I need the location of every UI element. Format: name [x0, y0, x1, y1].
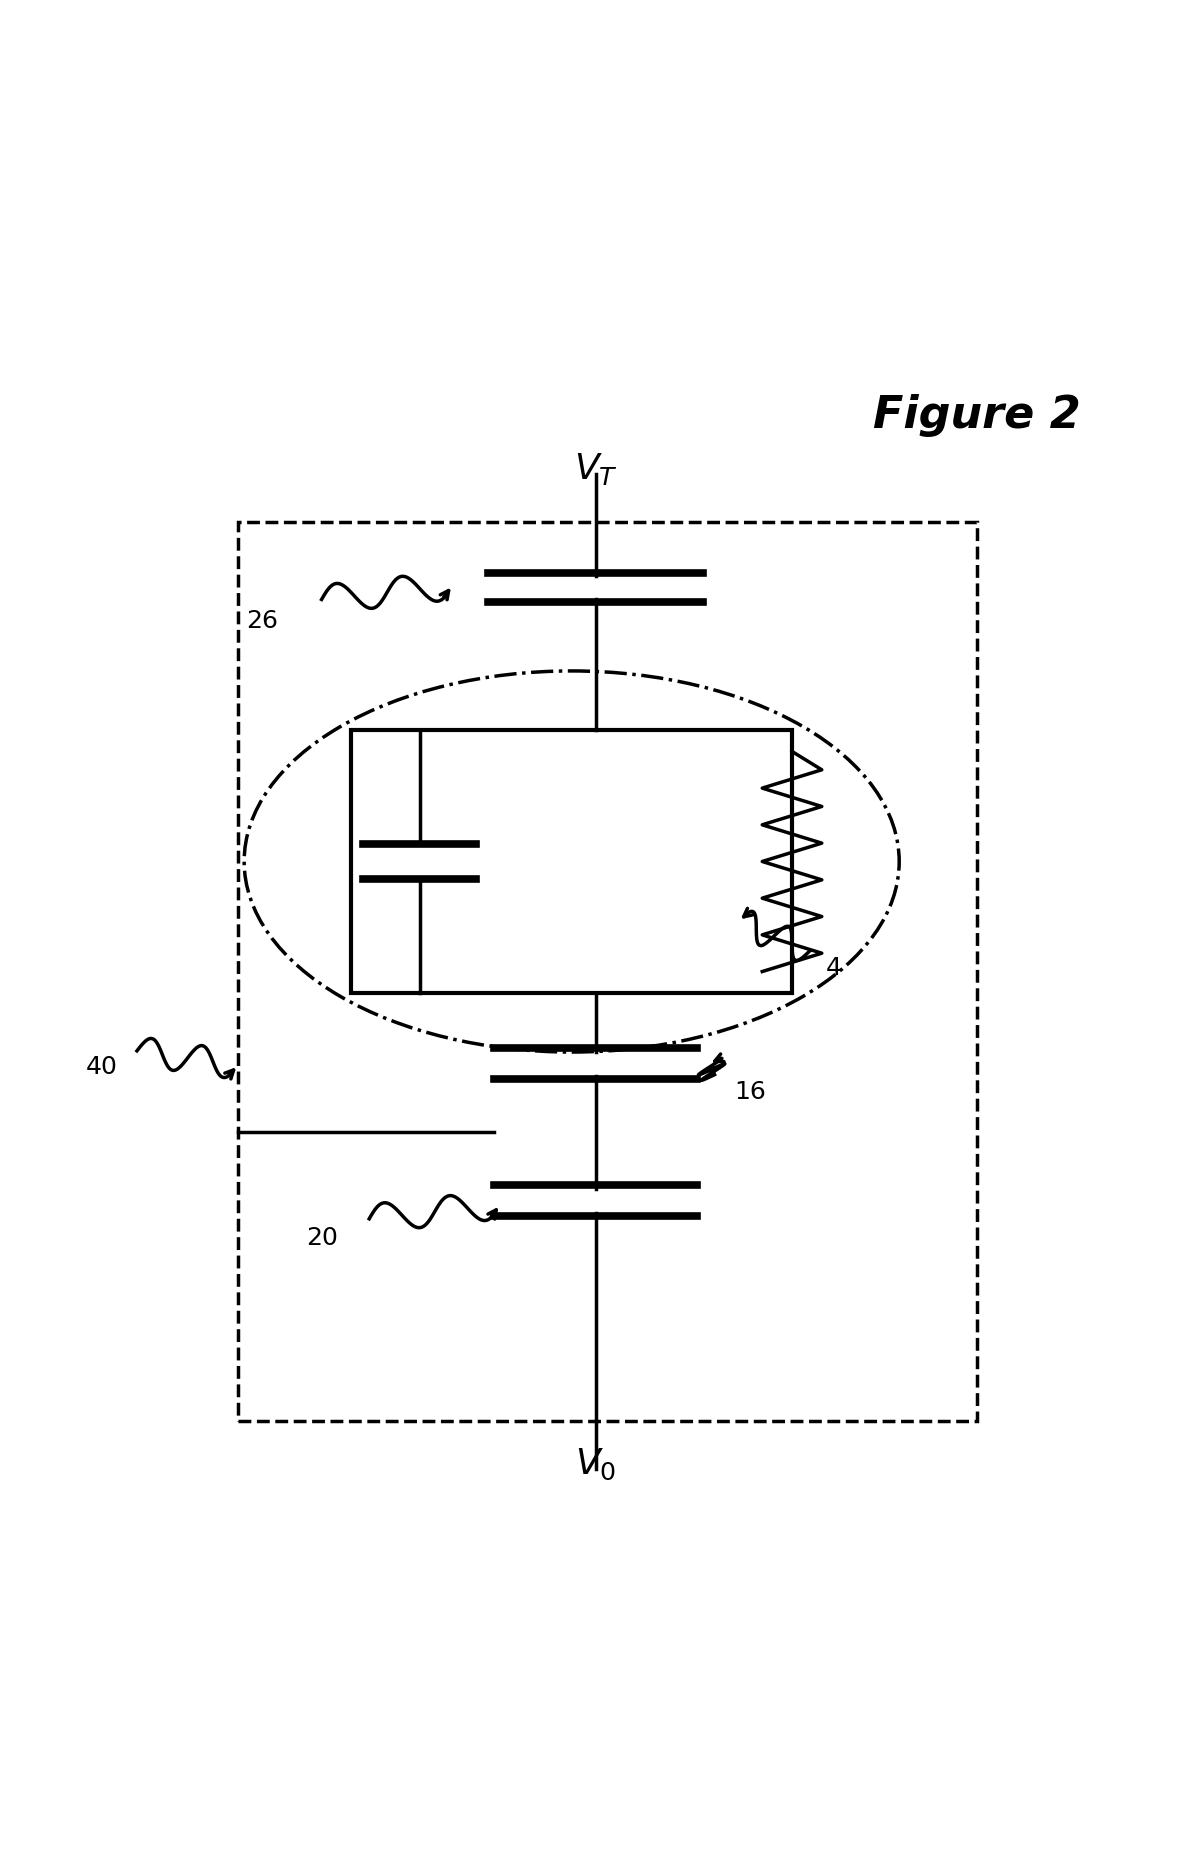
- Text: $V_T$: $V_T$: [574, 451, 617, 488]
- Text: Figure 2: Figure 2: [873, 393, 1080, 438]
- Text: 40: 40: [86, 1055, 117, 1080]
- Text: 4: 4: [825, 955, 842, 979]
- Text: $V_0$: $V_0$: [575, 1445, 616, 1480]
- Text: 26: 26: [247, 608, 278, 633]
- Text: 20: 20: [306, 1224, 337, 1248]
- Text: 16: 16: [735, 1080, 766, 1104]
